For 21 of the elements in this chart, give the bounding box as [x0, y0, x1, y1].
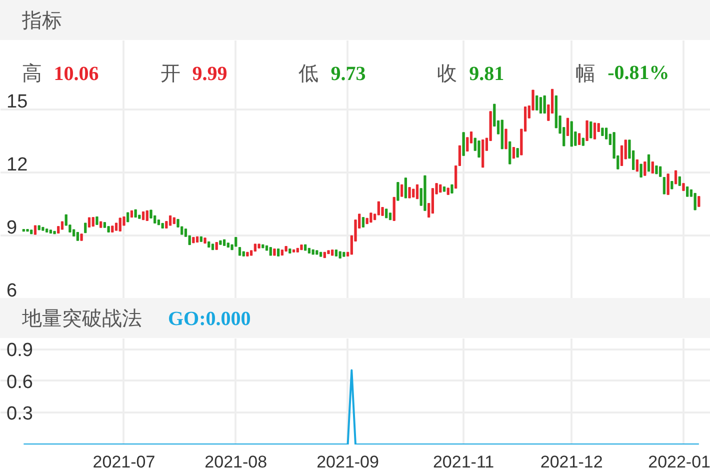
y-tick-label: 15 — [6, 92, 28, 113]
y-tick-label: 0.3 — [6, 404, 33, 425]
x-tick-label: 2021-07 — [92, 452, 156, 472]
x-tick-label: 2021-11 — [432, 452, 494, 472]
chart-title: 指标 — [22, 8, 62, 32]
text: GO:0.000 — [168, 308, 251, 330]
x-tick-label: 2021-09 — [316, 452, 379, 472]
annotation: 高 10.06 — [22, 60, 99, 85]
y-tick-label: 6 — [6, 280, 18, 302]
x-tick-label: 2022-01 — [648, 452, 710, 472]
annotation: 开 9.99 — [160, 60, 228, 85]
y-tick-label: 9 — [6, 218, 18, 239]
y-tick-label: 0.9 — [6, 340, 33, 362]
y-tick-label: 0.6 — [6, 372, 33, 393]
y-tick-label: 12 — [6, 154, 28, 176]
x-tick-label: 2021-12 — [540, 452, 603, 472]
x-tick-label: 2021-08 — [204, 452, 268, 472]
annotation: 收 9.81 — [437, 60, 504, 85]
annotation: 低 9.73 — [298, 60, 366, 85]
annotation: 幅 -0.81% — [576, 60, 670, 85]
chart-title: 地量突破战法 — [22, 306, 142, 330]
